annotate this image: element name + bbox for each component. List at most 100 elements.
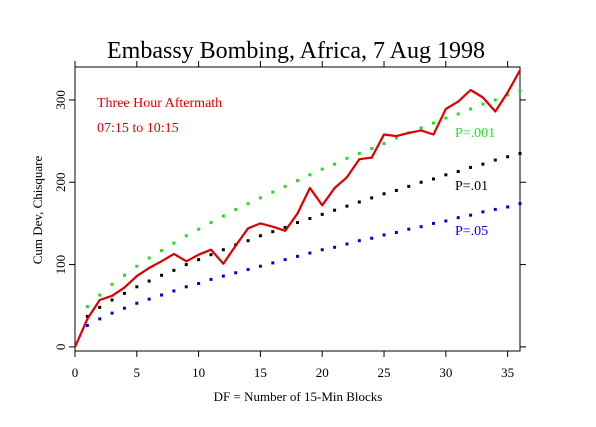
curve-point xyxy=(333,162,337,166)
curve-point xyxy=(444,173,448,177)
curve-point xyxy=(518,151,522,155)
curve-point xyxy=(271,261,275,265)
curve-point xyxy=(98,293,102,297)
curve-point xyxy=(481,102,485,106)
curve-point xyxy=(345,242,349,246)
curve-point xyxy=(469,107,473,111)
curve-point xyxy=(296,221,299,225)
x-tick-label: 30 xyxy=(439,365,452,380)
curve-point xyxy=(172,289,176,293)
curve-point xyxy=(110,311,114,315)
curve-point xyxy=(407,184,411,188)
curve-point xyxy=(469,213,473,217)
curve-point xyxy=(258,196,262,200)
curve-point xyxy=(209,253,213,257)
curve-point xyxy=(147,256,151,260)
curve-point xyxy=(283,184,287,188)
curve-point xyxy=(234,271,238,275)
x-tick-label: 25 xyxy=(378,365,391,380)
curve-point xyxy=(246,239,250,243)
curve-point xyxy=(469,165,473,169)
y-tick-label: 300 xyxy=(53,90,68,110)
annotation-timespan: 07:15 to 10:15 xyxy=(97,121,179,136)
curve-point xyxy=(419,126,423,130)
curve-point xyxy=(345,204,349,208)
curve-point xyxy=(221,248,225,252)
curve-point xyxy=(320,167,324,171)
curve-point xyxy=(394,188,398,192)
x-axis-label: DF = Number of 15-Min Blocks xyxy=(214,389,383,404)
curve-point xyxy=(234,207,238,211)
curve-point xyxy=(98,317,102,321)
curve-point xyxy=(160,249,164,253)
curve-point xyxy=(481,162,485,166)
x-tick-label: 5 xyxy=(134,365,141,380)
curve-point xyxy=(221,274,225,278)
data-lines xyxy=(73,69,521,348)
curve-point xyxy=(308,216,312,220)
curve-point xyxy=(85,314,89,318)
curve-point xyxy=(184,285,188,289)
chart-title: Embassy Bombing, Africa, 7 Aug 1998 xyxy=(107,38,485,64)
curve-point xyxy=(419,225,423,229)
curve-point xyxy=(197,281,201,285)
curve-point xyxy=(444,219,448,223)
curve-point xyxy=(357,151,361,155)
curve-point xyxy=(493,158,497,162)
curve-point xyxy=(370,236,374,240)
curve-point xyxy=(320,212,324,216)
significance-curves xyxy=(85,89,522,327)
curve-point xyxy=(308,173,312,177)
curve-point xyxy=(147,297,151,301)
cumdev-line xyxy=(73,69,521,348)
curve-point xyxy=(98,305,102,309)
x-tick-label: 20 xyxy=(316,365,329,380)
curve-point xyxy=(493,98,497,102)
curve-point xyxy=(258,264,262,268)
curve-point xyxy=(382,192,386,196)
curve-point xyxy=(394,136,398,140)
curve-point xyxy=(456,170,460,174)
curve-point xyxy=(357,239,361,243)
curve-point xyxy=(283,226,287,230)
y-axis: 0 100 200 300 xyxy=(53,90,526,350)
curve-point xyxy=(506,155,510,159)
curve-point xyxy=(258,234,262,238)
curve-point xyxy=(296,254,299,258)
curve-point xyxy=(444,116,448,120)
curve-point xyxy=(407,227,411,231)
x-axis: 0 5 10 15 20 25 30 35 xyxy=(72,61,514,380)
curve-point xyxy=(283,258,287,262)
curve-point xyxy=(85,323,89,327)
annotation-title: Three Hour Aftermath xyxy=(97,96,222,111)
curve-point xyxy=(246,202,250,206)
curve-point xyxy=(85,305,89,309)
curve-point xyxy=(172,241,176,245)
curve-point xyxy=(172,268,176,272)
curve-point xyxy=(122,306,126,310)
curve-point xyxy=(184,263,188,267)
x-tick-label: 35 xyxy=(501,365,514,380)
curve-point xyxy=(481,210,485,214)
curve-point xyxy=(147,279,151,283)
label-p05: P=.05 xyxy=(455,224,488,239)
curve-point xyxy=(308,251,312,255)
plot-frame xyxy=(74,66,521,352)
curve-point xyxy=(493,207,497,211)
curve-point xyxy=(333,245,337,249)
curve-point xyxy=(197,227,201,231)
x-tick-label: 0 xyxy=(72,365,79,380)
curve-point xyxy=(209,221,213,225)
curve-point xyxy=(209,277,213,281)
curve-point xyxy=(345,156,349,160)
curve-point xyxy=(221,214,225,218)
curve-point xyxy=(160,273,164,277)
curve-point xyxy=(518,89,522,93)
curve-point xyxy=(197,258,201,262)
label-p001: P=.001 xyxy=(455,126,495,141)
curve-point xyxy=(357,200,361,204)
curve-point xyxy=(419,180,423,184)
curve-point xyxy=(518,202,522,206)
curve-point xyxy=(370,196,374,200)
